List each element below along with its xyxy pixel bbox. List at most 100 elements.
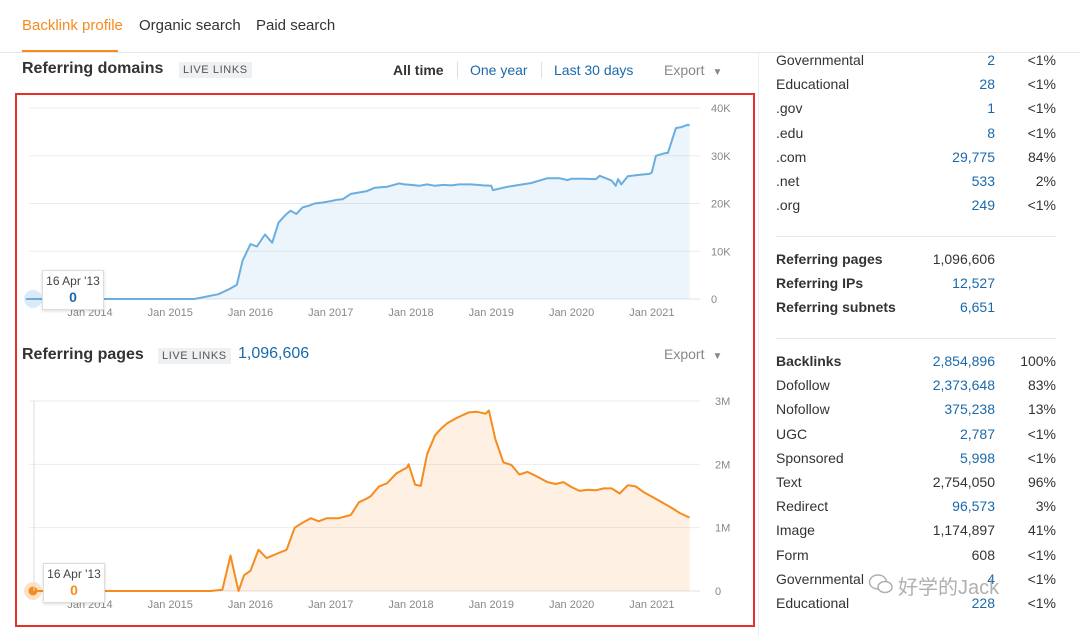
stats-percent: <1% [1027, 52, 1056, 68]
export-pages-button[interactable]: Export ▼ [664, 346, 722, 362]
x-tick-label: Jan 2021 [629, 307, 674, 319]
stats-row: Governmental 2 <1% [776, 52, 1056, 74]
stats-value[interactable]: 228 [971, 595, 995, 611]
stats-row: Referring pages 1,096,606 [776, 251, 1056, 273]
stats-label: Nofollow [776, 401, 830, 418]
stats-row: Referring IPs 12,527 [776, 275, 1056, 297]
report-tabs: Backlink profile Organic search Paid sea… [0, 0, 760, 52]
stats-percent: <1% [1027, 124, 1056, 141]
caret-down-icon: ▼ [712, 67, 723, 78]
stats-label: Redirect [776, 498, 829, 515]
stats-value[interactable]: 249 [971, 197, 995, 214]
stats-row: .com 29,775 84% [776, 149, 1056, 171]
tooltip-value: 0 [70, 582, 78, 598]
caret-down-icon: ▼ [712, 351, 723, 362]
stats-label: UGC [776, 425, 808, 442]
export-domains-button[interactable]: Export ▼ [664, 62, 722, 78]
stats-label: Referring pages [776, 251, 883, 267]
referring-pages-total[interactable]: 1,096,606 [238, 345, 310, 362]
stats-row: Dofollow 2,373,648 83% [776, 377, 1056, 399]
stats-label: Backlinks [776, 353, 842, 369]
stats-label: Text [776, 474, 802, 490]
stats-label: Educational [776, 595, 850, 611]
stats-value: 1,174,897 [932, 522, 995, 539]
stats-value[interactable]: 6,651 [959, 299, 995, 316]
tooltip-date: 16 Apr '13 [46, 274, 100, 288]
stats-percent: 3% [1035, 498, 1056, 515]
tabs-divider [0, 52, 1080, 53]
stats-value[interactable]: 375,238 [944, 401, 995, 418]
y-tick-label: 20K [711, 199, 731, 211]
stats-percent: <1% [1027, 449, 1056, 466]
stats-value[interactable]: 8 [987, 124, 995, 141]
stats-row: .org 249 <1% [776, 197, 1056, 219]
stats-label: Educational [776, 76, 850, 93]
tab-paid-search[interactable]: Paid search [256, 17, 336, 34]
live-links-badge: LIVE LINKS [158, 348, 231, 364]
stats-row: .gov 1 <1% [776, 100, 1056, 122]
stats-percent: <1% [1027, 76, 1056, 93]
stats-label: Form [776, 546, 809, 563]
stats-label: Referring IPs [776, 275, 864, 292]
stats-value[interactable]: 29,775 [952, 148, 995, 165]
stats-label: Sponsored [776, 449, 844, 466]
stats-label: Dofollow [776, 377, 830, 394]
tab-backlink-profile[interactable]: Backlink profile [22, 17, 123, 34]
stats-value: 2,754,050 [932, 474, 995, 490]
stats-percent: 13% [1027, 401, 1056, 418]
x-tick-label: Jan 2015 [148, 599, 193, 611]
referring-domains-chart: 40K 30K 20K 10K 0 Jan 2014 Jan 2015 Jan 2016 Jan… [24, 103, 731, 319]
stats-row: Educational 28 <1% [776, 76, 1056, 98]
stats-value[interactable]: 28 [979, 76, 995, 93]
stats-percent: 96% [1027, 474, 1056, 490]
export-label: Export [664, 346, 705, 362]
stats-label: Governmental [776, 52, 864, 68]
x-tick-label: Jan 2021 [629, 599, 674, 611]
x-tick-label: Jan 2020 [549, 599, 594, 611]
tooltip-date: 16 Apr '13 [47, 567, 101, 581]
x-tick-label: Jan 2016 [228, 599, 273, 611]
panel-divider [758, 53, 759, 636]
y-tick-label: 40K [711, 103, 731, 115]
x-tick-label: Jan 2020 [549, 307, 594, 319]
y-tick-label: 1M [715, 523, 730, 535]
stats-value: 1,096,606 [932, 251, 995, 267]
stats-row: Redirect 96,573 3% [776, 498, 1056, 520]
stats-value[interactable]: 96,573 [952, 498, 995, 515]
range-last-30-days[interactable]: Last 30 days [554, 62, 634, 78]
x-tick-label: Jan 2018 [388, 307, 433, 319]
series-line [33, 409, 690, 592]
x-tick-label: Jan 2019 [469, 307, 514, 319]
tab-organic-search[interactable]: Organic search [139, 17, 241, 34]
range-all-time[interactable]: All time [393, 62, 444, 78]
stats-value[interactable]: 2,373,648 [932, 377, 995, 394]
stats-label: .edu [776, 124, 804, 141]
stats-percent: <1% [1027, 100, 1056, 117]
range-one-year[interactable]: One year [470, 62, 528, 78]
domains-tooltip: 16 Apr '13 0 [42, 270, 104, 310]
stats-value[interactable]: 12,527 [952, 275, 995, 292]
stats-percent: <1% [1027, 595, 1056, 611]
pages-tooltip: 16 Apr '13 0 [43, 563, 105, 603]
stats-divider [776, 236, 1056, 237]
stats-label: Governmental [776, 570, 864, 587]
stats-value[interactable]: 2 [987, 52, 995, 68]
watermark-text: 好学的Jack [898, 577, 1000, 599]
live-links-badge: LIVE LINKS [179, 62, 252, 78]
x-tick-label: Jan 2015 [148, 307, 193, 319]
stats-value[interactable]: 4 [987, 570, 995, 587]
series-area [33, 124, 690, 299]
stats-value[interactable]: 2,787 [959, 425, 995, 442]
stats-value[interactable]: 533 [971, 173, 995, 189]
stats-value[interactable]: 5,998 [959, 449, 995, 466]
series-area [33, 410, 690, 591]
stats-value[interactable]: 2,854,896 [932, 353, 995, 369]
stats-value[interactable]: 1 [987, 100, 995, 117]
stats-percent: 83% [1027, 377, 1056, 394]
wechat-icon [868, 574, 893, 594]
referring-domains-title: Referring domains [22, 60, 164, 77]
stats-percent: <1% [1027, 546, 1056, 563]
stats-row: .edu 8 <1% [776, 125, 1056, 147]
stats-percent: <1% [1027, 570, 1056, 587]
